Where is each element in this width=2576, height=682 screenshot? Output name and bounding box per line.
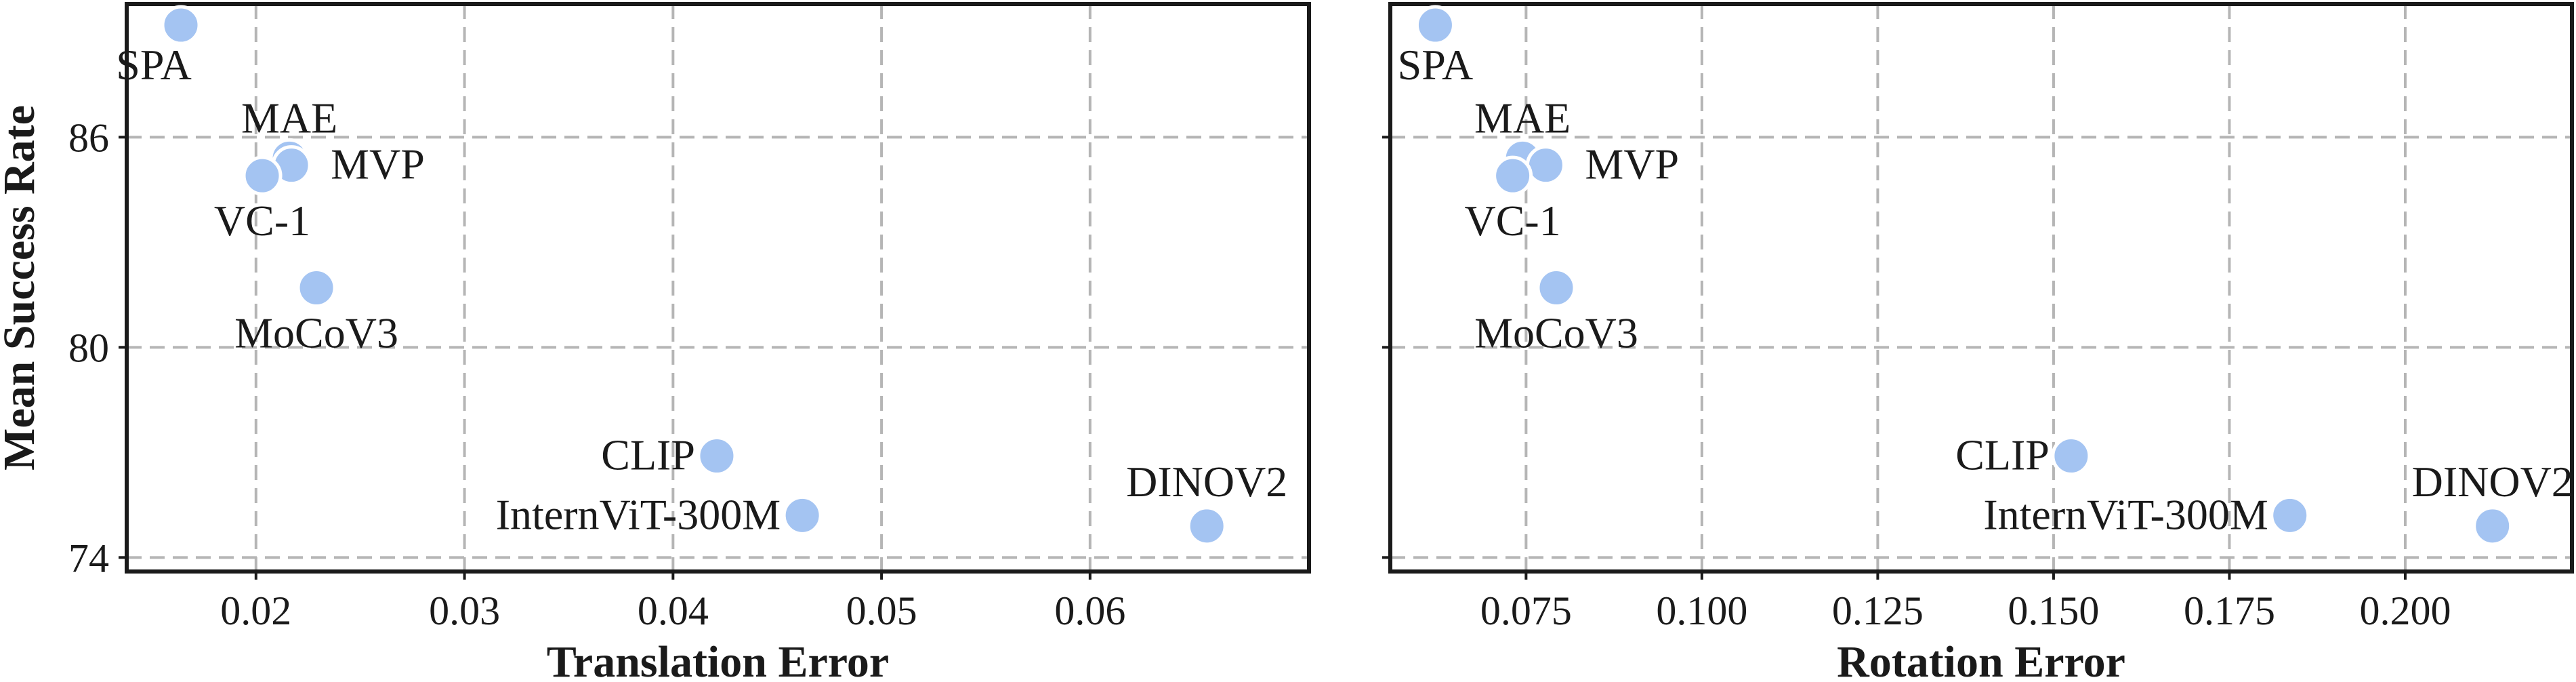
point-label-spa: SPA <box>1398 41 1474 89</box>
point-spa <box>1415 5 1455 45</box>
x-tick-label: 0.04 <box>638 588 709 633</box>
x-axis-title: Rotation Error <box>1837 637 2125 682</box>
point-spa <box>161 5 201 45</box>
point-label-vc-1: VC-1 <box>1465 197 1561 245</box>
point-mocov3 <box>296 268 337 308</box>
point-label-mae: MAE <box>1474 94 1571 142</box>
x-tick-label: 0.200 <box>2359 588 2451 633</box>
x-tick-label: 0.05 <box>846 588 917 633</box>
point-label-internvit-300m: InternViT-300M <box>1983 490 2268 538</box>
point-label-mocov3: MoCoV3 <box>234 309 398 357</box>
point-dinov2 <box>1186 506 1227 546</box>
point-label-mvp: MVP <box>331 140 425 188</box>
point-label-dinov2: DINOV2 <box>2412 458 2573 506</box>
point-vc-1 <box>1493 155 1533 196</box>
point-mvp <box>1525 145 1566 186</box>
point-mocov3 <box>1536 268 1577 308</box>
point-label-clip: CLIP <box>601 431 695 479</box>
x-tick-label: 0.100 <box>1656 588 1747 633</box>
point-vc-1 <box>242 155 283 196</box>
x-tick-label: 0.02 <box>220 588 291 633</box>
point-label-mocov3: MoCoV3 <box>1474 309 1638 357</box>
x-tick-label: 0.075 <box>1480 588 1572 633</box>
point-dinov2 <box>2472 506 2513 546</box>
point-label-spa: SPA <box>116 41 192 89</box>
point-label-mvp: MVP <box>1585 140 1679 188</box>
rotation-error-panel: 0.075 0.100 0.125 0.150 0.175 0.200 Rotation E… <box>1382 2 2574 682</box>
point-label-clip: CLIP <box>1955 431 2050 479</box>
y-tick-label: 80 <box>68 325 109 370</box>
x-tick-label: 0.06 <box>1054 588 1125 633</box>
x-tick-label: 0.150 <box>2008 588 2099 633</box>
x-axis-title: Translation Error <box>547 637 889 682</box>
y-tick-label: 74 <box>68 536 109 580</box>
translation-error-panel: 0.02 0.03 0.04 0.05 0.06 74 80 86 Translation Er… <box>0 2 1311 682</box>
x-tick-label: 0.03 <box>429 588 500 633</box>
x-tick-label: 0.125 <box>1832 588 1924 633</box>
point-clip <box>2051 436 2092 476</box>
point-label-vc-1: VC-1 <box>214 197 310 245</box>
point-label-internvit-300m: InternViT-300M <box>496 490 781 538</box>
point-clip <box>697 436 737 476</box>
point-label-mae: MAE <box>241 94 337 142</box>
plot-frame <box>1388 2 2574 574</box>
y-axis-title: Mean Success Rate <box>0 105 44 470</box>
y-tick-label: 86 <box>68 115 109 160</box>
plot-frame <box>125 2 1311 574</box>
x-tick-label: 0.175 <box>2184 588 2275 633</box>
point-internvit-300m <box>2270 495 2310 536</box>
point-label-dinov2: DINOV2 <box>1126 458 1287 506</box>
point-internvit-300m <box>782 495 823 536</box>
